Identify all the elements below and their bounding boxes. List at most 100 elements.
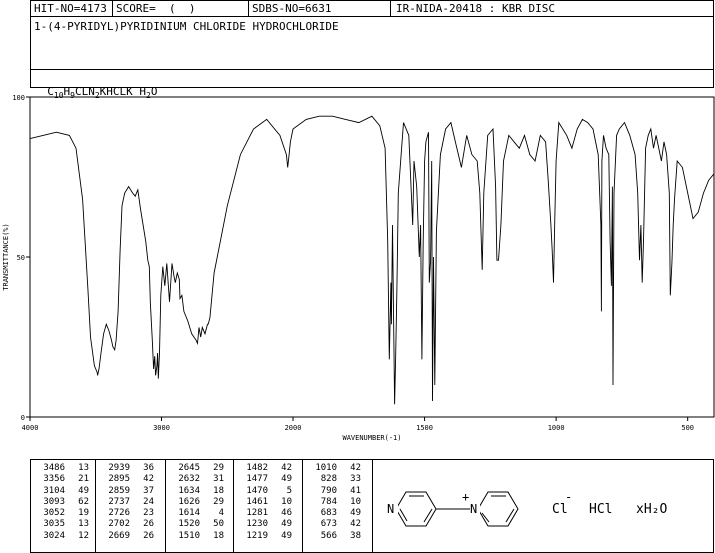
header-row-line — [30, 16, 714, 17]
peak-wavenumber: 1230 — [246, 519, 268, 530]
table-divider — [95, 459, 96, 553]
sdbs-number: SDBS-NO=6631 — [252, 2, 332, 15]
peak-wavenumber: 1626 — [178, 496, 200, 507]
peak-row: 2669 26 — [98, 531, 154, 542]
peak-row: 2737 24 — [98, 497, 154, 508]
peak-row: 2859 37 — [98, 486, 154, 497]
peak-row: 1510 18 — [168, 531, 224, 542]
table-divider — [372, 459, 373, 553]
peak-row: 3052 19 — [33, 508, 89, 519]
peak-wavenumber: 3024 — [43, 530, 65, 541]
double-bond — [481, 512, 490, 523]
ir-identifier: IR-NIDA-20418 : KBR DISC — [396, 2, 555, 15]
peak-transmittance: 42 — [143, 474, 154, 485]
peak-wavenumber: 1461 — [246, 496, 268, 507]
formula-part: O — [150, 85, 158, 98]
y-tick-label: 50 — [17, 254, 25, 262]
peak-row: 1626 29 — [168, 497, 224, 508]
x-tick-label: 1500 — [416, 424, 433, 432]
chemical-structure: N N + Cl - HCl xH₂O — [387, 490, 667, 527]
peak-transmittance: 18 — [213, 485, 224, 496]
peak-row: 828 33 — [305, 474, 361, 485]
peak-wavenumber: 1482 — [246, 463, 268, 473]
peak-wavenumber: 2669 — [108, 530, 130, 541]
peak-transmittance: 19 — [78, 508, 89, 519]
pyridinium-ring-right — [477, 491, 519, 527]
peak-transmittance: 49 — [281, 530, 292, 541]
peak-wavenumber: 1634 — [178, 485, 200, 496]
peak-row: 1634 18 — [168, 486, 224, 497]
peak-wavenumber: 828 — [320, 474, 337, 485]
formula-part: 10 — [53, 91, 64, 101]
peak-row: 784 10 — [305, 497, 361, 508]
peak-transmittance: 49 — [350, 508, 361, 519]
table-divider — [165, 459, 166, 553]
x-tick-label: 2000 — [285, 424, 302, 432]
peak-wavenumber: 2726 — [108, 508, 130, 519]
positive-charge: + — [462, 490, 469, 504]
table-divider — [302, 459, 303, 553]
spectrum-line — [29, 115, 715, 405]
peak-wavenumber: 1520 — [178, 519, 200, 530]
header-divider — [112, 0, 113, 17]
peak-row: 790 41 — [305, 486, 361, 497]
header-row-line — [30, 69, 714, 70]
peak-transmittance: 41 — [350, 485, 361, 496]
y-axis-label: TRANSMITTANCE(%) — [2, 223, 10, 290]
peak-transmittance: 36 — [143, 463, 154, 473]
peak-transmittance: 49 — [78, 485, 89, 496]
peak-row: 1614 4 — [168, 508, 224, 519]
peak-row: 2702 26 — [98, 519, 154, 530]
peak-transmittance: 12 — [78, 530, 89, 541]
peak-transmittance: 42 — [350, 519, 361, 530]
peak-wavenumber: 566 — [320, 530, 337, 541]
peak-wavenumber: 2645 — [178, 463, 200, 473]
peak-row: 683 49 — [305, 508, 361, 519]
peak-transmittance: 24 — [143, 496, 154, 507]
peak-wavenumber: 3052 — [43, 508, 65, 519]
peak-column: 2645 29 2632 31 1634 18 1626 29 1614 4 1520 50 1510 1… — [168, 463, 224, 542]
pyridine-ring-left — [395, 491, 437, 527]
peak-wavenumber: 2895 — [108, 474, 130, 485]
table-divider — [233, 459, 234, 553]
compound-name: 1-(4-PYRIDYL)PYRIDINIUM CHLORIDE HYDROCH… — [34, 20, 339, 33]
peak-row: 1219 49 — [236, 531, 292, 542]
peak-transmittance: 13 — [78, 463, 89, 473]
peak-wavenumber: 1010 — [315, 463, 337, 473]
peak-row: 3104 49 — [33, 486, 89, 497]
double-bond — [399, 508, 408, 522]
header-divider — [248, 0, 249, 17]
peak-wavenumber: 3356 — [43, 474, 65, 485]
hydrate-label: xH₂O — [636, 502, 667, 517]
peak-transmittance: 5 — [286, 485, 292, 496]
peak-row: 2645 29 — [168, 463, 224, 474]
header-divider — [390, 0, 391, 17]
peak-transmittance: 49 — [281, 519, 292, 530]
peak-wavenumber: 3104 — [43, 485, 65, 496]
peak-transmittance: 10 — [350, 496, 361, 507]
peak-wavenumber: 790 — [320, 485, 337, 496]
hcl-label: HCl — [589, 502, 612, 517]
peak-wavenumber: 2702 — [108, 519, 130, 530]
formula-part: 2 — [94, 91, 100, 101]
formula-part: KHCLK H — [99, 85, 147, 98]
peak-wavenumber: 1477 — [246, 474, 268, 485]
peak-row: 566 38 — [305, 531, 361, 542]
peak-wavenumber: 683 — [320, 508, 337, 519]
peak-wavenumber: 1510 — [178, 530, 200, 541]
peak-transmittance: 26 — [143, 530, 154, 541]
formula-part: CLN — [74, 85, 95, 98]
x-tick-label: 500 — [681, 424, 694, 432]
peak-wavenumber: 1281 — [246, 508, 268, 519]
score: SCORE= ( ) — [116, 2, 196, 15]
peak-column: 1010 42 828 33 790 41 784 10 683 49 673 42 566 38 — [305, 463, 361, 542]
chloride-ion: Cl — [552, 502, 568, 517]
peak-column: 3486 13 3356 21 3104 49 3093 62 3052 19 3035 13 3024… — [33, 463, 89, 542]
peak-wavenumber: 3093 — [43, 496, 65, 507]
header-frame — [30, 0, 714, 88]
peak-row: 2632 31 — [168, 474, 224, 485]
hit-number: HIT-NO=4173 — [34, 2, 107, 15]
x-axis-label: WAVENUMBER(-1) — [342, 434, 401, 442]
formula-part: C — [47, 85, 54, 98]
peak-transmittance: 62 — [78, 496, 89, 507]
